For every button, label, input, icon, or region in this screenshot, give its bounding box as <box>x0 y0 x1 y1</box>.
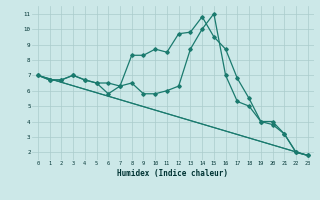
X-axis label: Humidex (Indice chaleur): Humidex (Indice chaleur) <box>117 169 228 178</box>
